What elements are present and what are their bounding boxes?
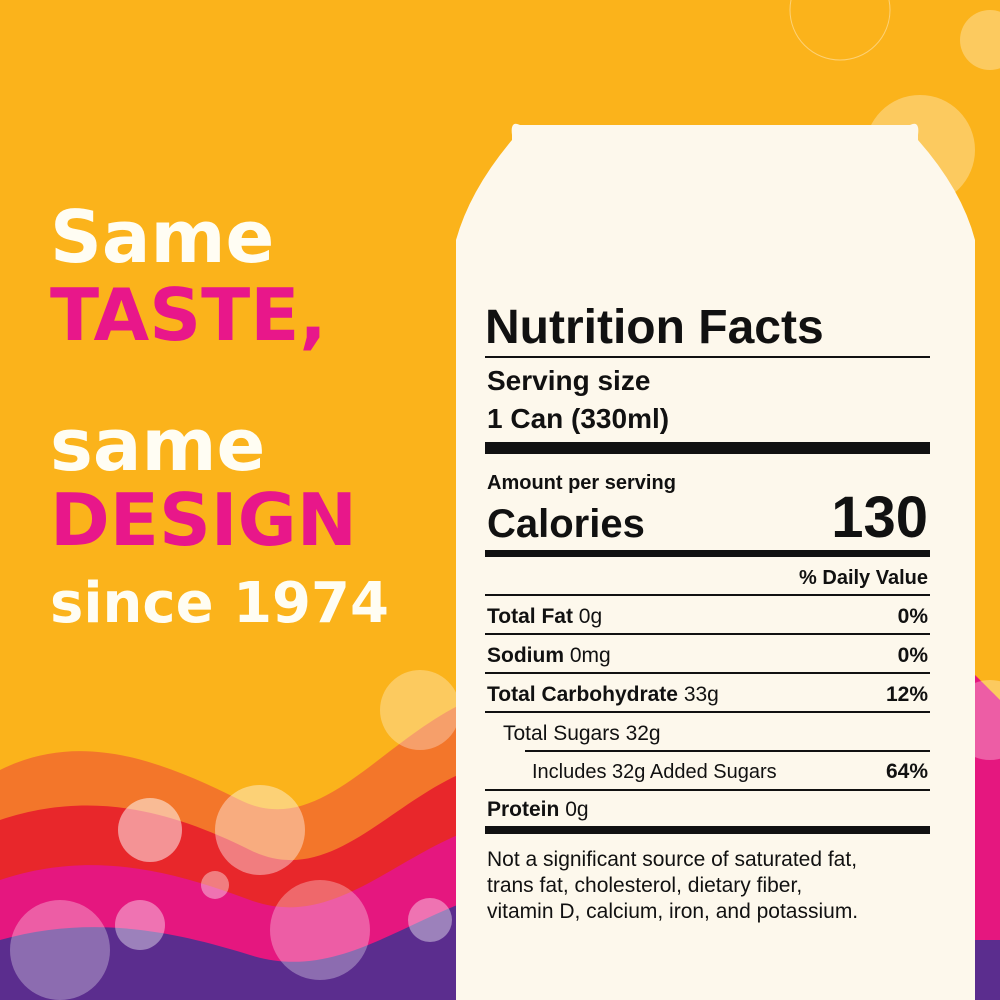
nutrient-amount: 0g	[565, 798, 588, 821]
footnote-line: trans fat, cholesterol, dietary fiber,	[487, 874, 802, 897]
nutrient-amount: 33g	[684, 683, 719, 706]
headline-line: DESIGN	[50, 478, 357, 562]
nutrition-label: Nutrition Facts Serving size 1 Can (330m…	[485, 301, 930, 923]
dv-header: % Daily Value	[799, 567, 928, 589]
nutrient-name: Total Sugars 32g	[503, 722, 661, 745]
nutrient-name: Includes 32g Added Sugars	[532, 761, 777, 783]
waves	[0, 660, 1000, 1000]
serving-size: 1 Can (330ml)	[487, 403, 669, 434]
bubbles	[10, 0, 1000, 1000]
headline: Same TASTE, same DESIGN since 1974	[50, 195, 389, 636]
can	[456, 123, 975, 1000]
serving-label: Serving size	[487, 365, 650, 396]
nutrient-row: Total Fat 0g	[487, 605, 602, 628]
amount-label: Amount per serving	[487, 472, 676, 494]
headline-line: since 1974	[50, 571, 389, 636]
footnote-line: Not a significant source of saturated fa…	[487, 848, 857, 871]
nutrient-row: Total Carbohydrate 33g	[487, 683, 719, 706]
headline-line: same	[50, 403, 265, 487]
nutrient-amount: 0mg	[570, 644, 611, 667]
headline-line: Same	[50, 195, 274, 279]
footnote-line: vitamin D, calcium, iron, and potassium.	[487, 900, 858, 923]
calories-value: 130	[831, 485, 928, 550]
nutrient-name: Protein	[487, 798, 559, 821]
nutrient-row: Sodium 0mg	[487, 644, 611, 667]
nutrient-dv: 0%	[898, 605, 929, 628]
nutrient-name: Total Fat	[487, 605, 573, 628]
calories-label: Calories	[487, 502, 645, 546]
nutrient-name: Sodium	[487, 644, 564, 667]
label-title: Nutrition Facts	[485, 301, 824, 354]
nutrient-dv: 12%	[886, 683, 928, 706]
nutrient-amount: 0g	[579, 605, 602, 628]
nutrient-dv: 0%	[898, 644, 929, 667]
nutrient-name: Total Carbohydrate	[487, 683, 678, 706]
nutrient-row: Protein 0g	[487, 798, 589, 821]
nutrient-dv: 64%	[886, 760, 928, 783]
headline-line: TASTE,	[50, 273, 327, 357]
